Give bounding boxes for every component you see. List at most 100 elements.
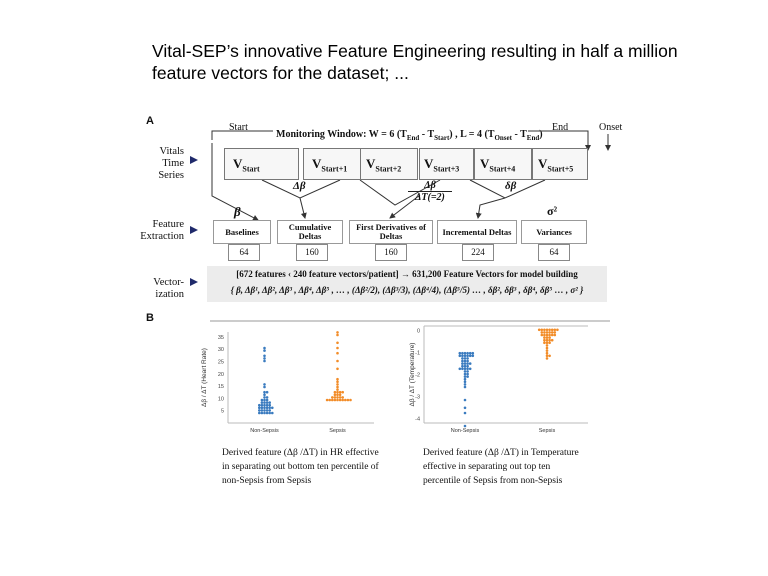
vector-label-line: Vector-: [153, 277, 184, 288]
data-point: [263, 359, 266, 363]
data-point: [461, 354, 464, 358]
data-point: [468, 351, 472, 355]
data-point: [461, 359, 464, 363]
data-point: [263, 406, 266, 410]
data-point: [540, 331, 544, 334]
small-delta-beta-symbol: δβ: [505, 180, 517, 192]
data-point: [268, 401, 271, 404]
data-point: [550, 338, 554, 342]
data-point: [336, 367, 339, 371]
feature-label-line: Extraction: [140, 231, 184, 242]
data-point: [258, 406, 261, 410]
data-point: [463, 357, 467, 360]
y-tick-label: -3: [415, 395, 420, 401]
data-point: [271, 406, 274, 410]
vectorization-label: Vector- ization: [128, 277, 184, 301]
data-point: [263, 398, 266, 402]
vector-arrow-icon: [190, 278, 198, 286]
data-point: [553, 328, 557, 332]
data-point: [556, 328, 559, 332]
data-point: [545, 336, 549, 339]
window-bracket-left: [211, 130, 273, 140]
y-tick-label: -2: [415, 373, 420, 379]
data-point: [263, 411, 266, 415]
end-label: End: [552, 122, 569, 133]
data-point: [260, 406, 264, 410]
feature-box-baselines: Baselines: [213, 220, 271, 244]
vector-feature-list: { β, Δβ¹, Δβ², Δβ³ , Δβ⁴, Δβ⁵ , … , (Δβ²…: [230, 285, 584, 295]
vital-box-start: VStart: [224, 148, 299, 180]
data-point: [461, 364, 464, 368]
data-point: [548, 341, 551, 345]
start-label: Start: [229, 122, 248, 133]
data-point: [463, 364, 467, 368]
vital-box-start-5: VStart+5: [532, 148, 588, 180]
beta-symbol: β: [234, 204, 241, 219]
feature-label-line: Feature: [152, 219, 185, 230]
data-point: [545, 341, 549, 345]
data-point: [263, 401, 266, 404]
data-point: [263, 393, 266, 397]
derivative-numerator: Δβ: [408, 180, 452, 192]
data-point: [263, 349, 266, 352]
data-point: [461, 367, 464, 371]
data-point: [463, 377, 467, 381]
data-point: [466, 362, 469, 365]
caption-temperature: Derived feature (Δβ /ΔT) in Temperature …: [423, 446, 613, 488]
data-point: [463, 375, 467, 378]
data-point: [463, 372, 467, 376]
data-point: [336, 396, 339, 399]
count-first-derivatives: 160: [375, 244, 407, 261]
data-point: [263, 390, 266, 394]
data-point: [548, 354, 551, 358]
data-point: [466, 351, 469, 355]
y-tick-label: 5: [221, 409, 224, 415]
y-tick-label: 20: [218, 372, 224, 378]
data-point: [543, 333, 546, 337]
data-point: [466, 359, 469, 363]
data-point: [466, 354, 469, 358]
data-point: [344, 398, 347, 402]
data-point: [458, 367, 462, 371]
y-tick-label: 15: [218, 384, 224, 390]
vitals-time-series-label: Vitals Time Series: [128, 146, 184, 182]
data-point: [336, 351, 339, 355]
data-point: [258, 409, 261, 412]
y-tick-label: 35: [218, 335, 224, 341]
data-point: [468, 362, 472, 365]
data-point: [545, 354, 549, 358]
vitals-label-line: Time: [162, 158, 184, 169]
data-point: [545, 351, 549, 355]
data-point: [336, 341, 339, 345]
data-point: [341, 398, 344, 402]
data-point: [268, 409, 271, 412]
data-point: [325, 398, 329, 402]
data-point: [271, 411, 274, 415]
data-point: [333, 390, 337, 394]
data-point: [458, 354, 462, 358]
data-point: [471, 351, 475, 355]
x-tick-label: Sepsis: [329, 428, 346, 434]
y-axis-title: Δβ / ΔT (Temperature): [409, 343, 416, 407]
data-point: [260, 411, 264, 415]
data-point: [263, 403, 266, 407]
data-point: [336, 393, 339, 397]
data-point: [336, 385, 339, 389]
count-incremental-deltas: 224: [462, 244, 494, 261]
vital-box-start-3: VStart+3: [419, 148, 474, 180]
data-point: [258, 403, 261, 407]
data-point: [268, 406, 271, 410]
y-tick-label: -4: [415, 417, 420, 423]
data-point: [338, 396, 342, 399]
data-point: [263, 346, 266, 350]
data-point: [548, 338, 551, 342]
data-point: [471, 354, 475, 358]
data-point: [463, 385, 467, 389]
data-point: [265, 390, 269, 394]
data-point: [338, 398, 342, 402]
temperature-swarm-chart: 0 -1 -2 -3 -4 Δβ / ΔT (Temperature) Non-Sepsis…: [409, 325, 588, 434]
data-point: [263, 354, 266, 358]
caption-line: non-Sepsis from Sepsis: [222, 476, 312, 486]
data-point: [338, 393, 342, 397]
